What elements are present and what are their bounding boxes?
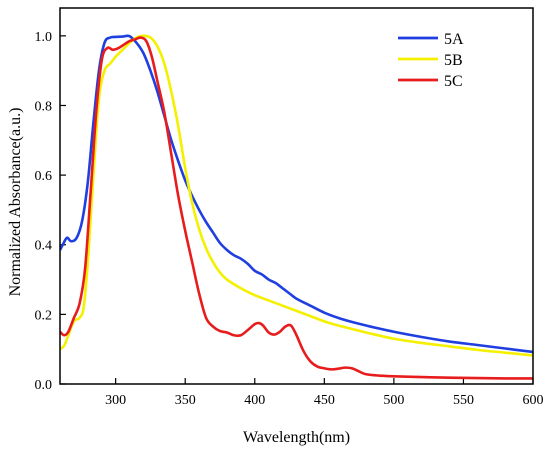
y-axis-title: Normalized Absorbance(a.u.): [7, 108, 24, 297]
x-tick-label-450: 450: [314, 393, 335, 408]
y-tick-label-0.4: 0.4: [35, 239, 53, 254]
x-tick-label-400: 400: [244, 393, 265, 408]
x-axis-title: Wavelength(nm): [243, 429, 350, 446]
series-layer: [60, 34, 533, 380]
ticks-layer: 300 350 400 450 500 550 600 0.0 0.2 0.4 0.6 0.8 1.0: [35, 30, 544, 408]
legend: 5A 5B 5C: [398, 31, 464, 90]
x-tick-label-300: 300: [105, 393, 126, 408]
x-tick-label-350: 350: [175, 393, 196, 408]
legend-label-5A: 5A: [444, 31, 464, 48]
x-tick-label-600: 600: [523, 393, 544, 408]
x-tick-label-500: 500: [383, 393, 404, 408]
y-tick-label-0.2: 0.2: [35, 308, 53, 323]
legend-label-5B: 5B: [444, 52, 463, 69]
series-line-5C: [60, 36, 533, 380]
legend-label-5C: 5C: [444, 73, 463, 90]
y-tick-label-0.0: 0.0: [35, 378, 53, 393]
y-tick-label-1.0: 1.0: [35, 30, 53, 45]
series-line-5B: [60, 34, 533, 357]
y-tick-label-0.8: 0.8: [35, 99, 53, 114]
plot-frame: [59, 7, 534, 385]
y-tick-label-0.6: 0.6: [35, 169, 53, 184]
x-tick-label-550: 550: [453, 393, 474, 408]
